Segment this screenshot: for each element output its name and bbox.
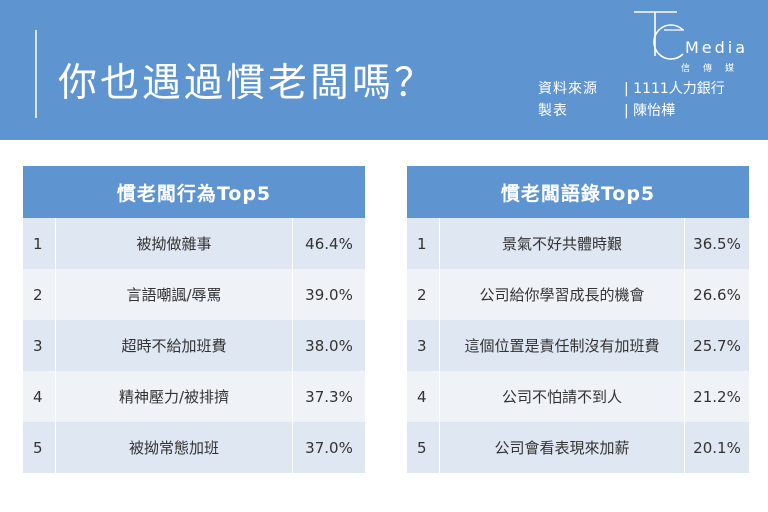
table-title: 慣老闆行為Top5	[23, 166, 365, 218]
rank-cell: 1	[23, 218, 56, 269]
table-title: 慣老闆語錄Top5	[407, 166, 749, 218]
source-value: | 1111人力銀行	[624, 81, 725, 97]
brand-subtitle: 信傳媒	[681, 64, 748, 74]
source-info: 資料來源 | 1111人力銀行 製表 | 陳怡樺	[538, 78, 725, 122]
percent-cell: 26.6%	[693, 285, 741, 304]
item-cell: 精神壓力/被排擠	[56, 371, 293, 422]
percent-cell: 21.2%	[693, 387, 741, 406]
author-value: | 陳怡樺	[624, 103, 676, 119]
author-label: 製表	[538, 103, 568, 119]
brand-logo-mark	[634, 11, 684, 60]
item-cell: 被拗常態加班	[56, 422, 293, 473]
table-row: 5 被拗常態加班 37.0%	[23, 422, 365, 473]
item-cell: 這個位置是責任制沒有加班費	[440, 320, 685, 371]
item-cell: 被拗做雜事	[56, 218, 293, 269]
item-cell: 公司不怕請不到人	[440, 371, 685, 422]
percent-cell: 46.4%	[305, 234, 353, 253]
percent-cell: 36.5%	[693, 234, 741, 253]
brand-word: Media	[685, 38, 749, 57]
header-banner: 你也遇過慣老闆嗎？ Media 信傳媒 資料來源 | 1111人力銀行 製表 |…	[0, 0, 768, 140]
table-row: 1 景氣不好共體時艱 36.5%	[407, 218, 749, 269]
item-cell: 景氣不好共體時艱	[440, 218, 685, 269]
source-row: 資料來源 | 1111人力銀行	[538, 78, 725, 100]
rank-cell: 3	[23, 320, 56, 371]
table-row: 1 被拗做雜事 46.4%	[23, 218, 365, 269]
percent-cell: 37.0%	[305, 438, 353, 457]
table-row: 3 這個位置是責任制沒有加班費 25.7%	[407, 320, 749, 371]
percent-cell: 20.1%	[693, 438, 741, 457]
percent-cell: 39.0%	[305, 285, 353, 304]
rank-cell: 1	[407, 218, 440, 269]
rank-cell: 4	[23, 371, 56, 422]
table-row: 4 精神壓力/被排擠 37.3%	[23, 371, 365, 422]
rank-cell: 4	[407, 371, 440, 422]
percent-cell: 37.3%	[305, 387, 353, 406]
rank-cell: 2	[23, 269, 56, 320]
table-row: 2 公司給你學習成長的機會 26.6%	[407, 269, 749, 320]
rank-cell: 5	[23, 422, 56, 473]
rank-cell: 2	[407, 269, 440, 320]
header-divider	[35, 30, 37, 118]
brand-logo: Media 信傳媒	[633, 8, 753, 74]
rank-cell: 3	[407, 320, 440, 371]
author-row: 製表 | 陳怡樺	[538, 100, 725, 122]
percent-cell: 25.7%	[693, 336, 741, 355]
table-row: 2 言語嘲諷/辱罵 39.0%	[23, 269, 365, 320]
page-title: 你也遇過慣老闆嗎？	[58, 61, 437, 106]
table-row: 3 超時不給加班費 38.0%	[23, 320, 365, 371]
item-cell: 公司給你學習成長的機會	[440, 269, 685, 320]
table-row: 5 公司會看表現來加薪 20.1%	[407, 422, 749, 473]
percent-cell: 38.0%	[305, 336, 353, 355]
boss-behavior-table: 慣老闆行為Top5 1 被拗做雜事 46.4% 2 言語嘲諷/辱罵 39.0% …	[23, 166, 365, 473]
item-cell: 言語嘲諷/辱罵	[56, 269, 293, 320]
table-row: 4 公司不怕請不到人 21.2%	[407, 371, 749, 422]
source-label: 資料來源	[538, 81, 598, 97]
item-cell: 超時不給加班費	[56, 320, 293, 371]
rank-cell: 5	[407, 422, 440, 473]
boss-quotes-table: 慣老闆語錄Top5 1 景氣不好共體時艱 36.5% 2 公司給你學習成長的機會…	[407, 166, 749, 473]
item-cell: 公司會看表現來加薪	[440, 422, 685, 473]
